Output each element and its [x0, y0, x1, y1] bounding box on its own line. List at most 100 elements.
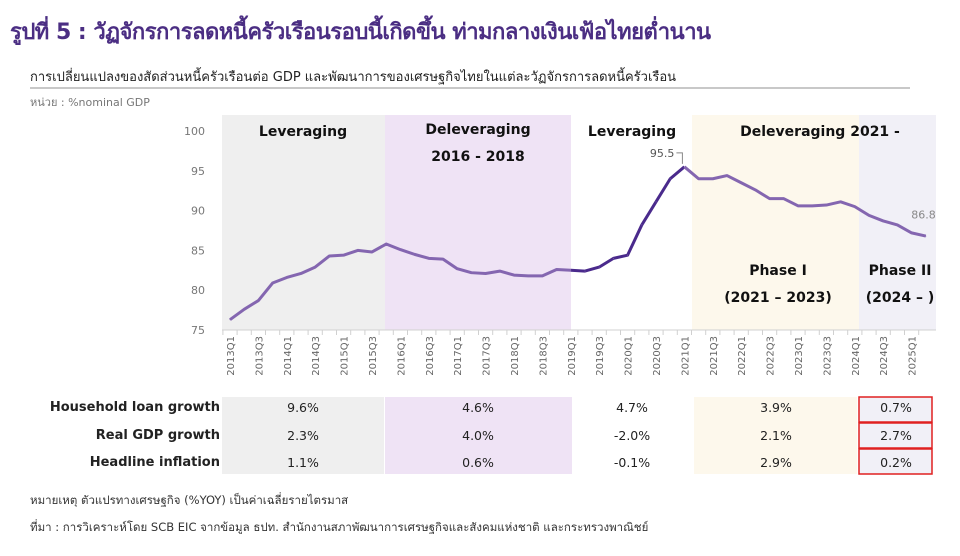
data-point	[556, 269, 558, 271]
data-point	[811, 205, 813, 207]
data-point	[513, 274, 515, 276]
x-tick-label: 2014Q3	[311, 336, 322, 376]
highlight-box	[858, 422, 933, 449]
data-point	[896, 224, 898, 226]
data-point	[754, 189, 756, 191]
table-cell: -0.1%	[613, 455, 651, 470]
x-tick-label: 2020Q3	[652, 336, 663, 376]
band-label-leveraging-1: Leveraging	[258, 124, 348, 140]
y-tick-label: 80	[191, 284, 205, 297]
annotation-latest: 86.8	[911, 209, 936, 222]
table-cell: 4.7%	[616, 400, 648, 415]
table-cell: 2.7%	[880, 427, 912, 443]
data-point	[456, 268, 458, 270]
data-point	[272, 282, 274, 284]
data-point	[740, 182, 742, 184]
source-note: ที่มา : การวิเคราะห์โดย SCB EIC จากข้อมู…	[30, 520, 649, 534]
x-tick-label: 2024Q3	[879, 336, 890, 376]
divider	[30, 87, 910, 89]
x-tick-label: 2013Q1	[226, 336, 237, 376]
data-point	[371, 251, 373, 253]
data-point	[683, 166, 685, 168]
data-point	[485, 272, 487, 274]
row-label-household-loan: Household loan growth	[49, 400, 220, 415]
x-tick-label: 2024Q1	[851, 336, 862, 376]
data-point	[882, 220, 884, 222]
x-tick-label: 2023Q1	[794, 336, 805, 376]
x-tick-label: 2019Q3	[595, 336, 606, 376]
data-point	[825, 204, 827, 206]
y-tick-label: 100	[184, 125, 205, 138]
x-tick-label: 2021Q3	[709, 336, 720, 376]
data-point	[541, 275, 543, 277]
phase-2-period: (2024 – )	[865, 290, 935, 306]
data-point	[257, 300, 259, 302]
table-cell: 0.2%	[880, 455, 912, 470]
data-point	[499, 270, 501, 272]
table-band-0	[222, 397, 384, 474]
table-cell: 9.6%	[287, 400, 319, 415]
band-label-deleveraging-2016: Deleveraging	[425, 122, 531, 138]
table-cell: 3.9%	[760, 400, 792, 415]
data-point	[925, 235, 927, 237]
data-point	[357, 249, 359, 251]
x-tick-label: 2016Q3	[425, 336, 436, 376]
x-tick-label: 2015Q1	[340, 336, 351, 376]
data-point	[669, 178, 671, 180]
band-label-deleveraging-2021: Deleveraging 2021 -	[740, 124, 900, 140]
x-tick-label: 2014Q1	[283, 336, 294, 376]
data-point	[314, 266, 316, 268]
phase-1-period: (2021 – 2023)	[724, 290, 832, 306]
x-tick-label: 2025Q1	[908, 336, 919, 376]
y-tick-label: 95	[191, 165, 205, 178]
data-point	[698, 178, 700, 180]
table-cell: 4.6%	[462, 400, 494, 415]
table-cell: 1.1%	[287, 455, 319, 470]
data-point	[840, 201, 842, 203]
phase-1-label: Phase I	[749, 263, 807, 279]
data-point	[399, 249, 401, 251]
phase-2-label: Phase II	[868, 263, 932, 279]
data-point	[612, 257, 614, 259]
chart-subtitle: การเปลี่ยนแปลงของสัดส่วนหนี้ครัวเรือนต่อ…	[30, 70, 677, 85]
y-tick-label: 90	[191, 205, 205, 218]
data-point	[655, 201, 657, 203]
table-cell: 2.1%	[760, 427, 792, 443]
x-tick-label: 2018Q3	[538, 336, 549, 376]
x-tick-label: 2013Q3	[254, 336, 265, 376]
series-line-post-2021	[683, 165, 927, 238]
annotation-peak: 95.5	[650, 147, 675, 160]
data-point	[243, 308, 245, 310]
row-label-inflation: Headline inflation	[89, 455, 220, 470]
data-point	[797, 205, 799, 207]
table-cell: 2.3%	[287, 427, 319, 443]
table-band-1	[385, 397, 572, 474]
band-label-leveraging-2: Leveraging	[587, 124, 677, 140]
chart-band-3	[859, 115, 936, 330]
data-point	[286, 276, 288, 278]
data-point	[726, 175, 728, 177]
table-cell: 2.9%	[760, 455, 792, 470]
data-point	[343, 254, 345, 256]
data-point	[328, 255, 330, 257]
table-cell: -2.0%	[613, 427, 651, 443]
highlight-box	[858, 448, 933, 475]
highlight-box	[858, 396, 933, 423]
data-point	[527, 275, 529, 277]
data-point	[300, 272, 302, 274]
footnote: หมายเหตุ ตัวแปรทางเศรษฐกิจ (%YOY) เป็นค่…	[30, 493, 349, 507]
table-band-2	[694, 397, 857, 474]
x-tick-label: 2021Q1	[680, 336, 691, 376]
data-point	[598, 266, 600, 268]
x-tick-label: 2020Q1	[624, 336, 635, 376]
data-point	[769, 198, 771, 200]
data-point	[584, 270, 586, 272]
row-label-real-gdp: Real GDP growth	[95, 428, 220, 443]
chart-band-0	[222, 115, 385, 330]
x-tick-label: 2017Q1	[453, 336, 464, 376]
x-tick-label: 2022Q3	[766, 336, 777, 376]
band-period-2016-2018: 2016 - 2018	[431, 149, 525, 165]
y-tick-label: 75	[191, 324, 205, 337]
table-cell: 0.6%	[462, 455, 494, 470]
